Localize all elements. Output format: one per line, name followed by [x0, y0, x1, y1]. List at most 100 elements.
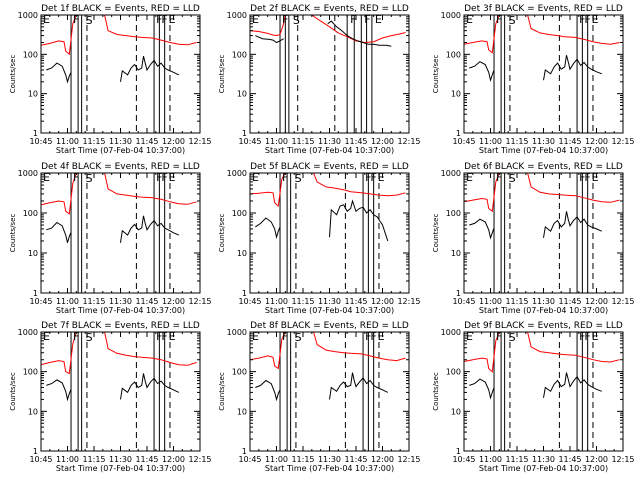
series-group	[41, 15, 197, 84]
interval-flag-label: S	[293, 14, 300, 27]
y-axis-label: Counts/sec	[218, 214, 226, 253]
series-group	[464, 173, 620, 240]
lld-series-line	[250, 173, 286, 208]
x-tick-label: 12:00	[371, 297, 394, 306]
lld-series-line	[41, 15, 77, 56]
x-tick-label: 11:45	[135, 297, 158, 306]
panel-title: Det 7f BLACK = Events, RED = LLD	[41, 321, 200, 331]
panel-det-4: Det 4f BLACK = Events, RED = LLD 1 10 100 10…	[9, 162, 212, 315]
lld-series-line	[527, 15, 620, 45]
interval-flag-label: F	[579, 330, 585, 343]
interval-flag-label: F	[579, 13, 585, 26]
interval-flag-label: F	[370, 330, 376, 343]
interval-flag-label: F	[156, 330, 162, 343]
x-tick-label: 12:15	[611, 137, 634, 146]
events-series-line	[120, 215, 179, 243]
series-group	[250, 332, 406, 402]
y-tick-label: 1000	[18, 169, 38, 178]
interval-flag-label: F	[161, 13, 167, 26]
events-series-line	[120, 55, 180, 82]
events-series-line	[255, 35, 284, 44]
x-tick-label: 11:15	[291, 137, 314, 146]
lld-series-line	[527, 173, 620, 203]
y-tick-label: 100	[232, 368, 247, 377]
x-axis-label: Start Time (07-Feb-04 10:37:00)	[479, 306, 608, 315]
lld-series-line	[464, 173, 500, 213]
y-tick-label: 1000	[18, 328, 38, 337]
x-tick-label: 10:45	[238, 137, 261, 146]
x-tick-label: 12:15	[611, 455, 634, 464]
x-tick-label: 12:15	[188, 137, 211, 146]
interval-flag-label: E	[592, 13, 599, 26]
y-axis-label: Counts/sec	[432, 214, 440, 253]
y-tick-label: 1	[242, 129, 247, 138]
y-axis-label: Counts/sec	[432, 372, 440, 411]
y-tick-label: 1	[33, 129, 38, 138]
x-tick-label: 12:00	[585, 455, 608, 464]
x-axis-label: Start Time (07-Feb-04 10:37:00)	[479, 146, 608, 155]
events-series-line	[120, 373, 180, 400]
x-tick-label: 12:00	[585, 297, 608, 306]
x-tick-label: 11:15	[505, 297, 528, 306]
x-axis-label: Start Time (07-Feb-04 10:37:00)	[56, 306, 185, 315]
x-tick-label: 11:15	[291, 455, 314, 464]
interval-flag-label: E	[378, 171, 385, 184]
panel-det-3: Det 3f BLACK = Events, RED = LLD 1 10 100 10…	[432, 4, 635, 155]
interval-flag-label: S	[295, 172, 302, 185]
interval-flag-label: F	[496, 13, 502, 26]
panel-det-2: Det 2f BLACK = Events, RED = LLD 1 10 100 10…	[218, 4, 421, 155]
y-tick-label: 1000	[18, 11, 38, 20]
interval-flag-label: E	[252, 13, 259, 26]
panel-title: Det 2f BLACK = Events, RED = LLD	[250, 4, 409, 14]
x-axis-label: Start Time (07-Feb-04 10:37:00)	[265, 306, 394, 315]
interval-flag-label: F	[73, 330, 79, 343]
y-axis-label: Counts/sec	[9, 55, 17, 94]
interval-flag-label: E	[466, 171, 473, 184]
x-tick-label: 11:00	[56, 137, 79, 146]
interval-flag-label: F	[282, 171, 288, 184]
y-tick-label: 1	[33, 289, 38, 298]
x-tick-label: 10:45	[29, 297, 52, 306]
events-series-line	[543, 55, 602, 81]
events-series-line	[543, 211, 602, 238]
events-series-line	[329, 199, 389, 242]
interval-flag-label: F	[364, 13, 370, 26]
interval-flag-label: E	[43, 171, 50, 184]
x-tick-label: 10:45	[452, 455, 475, 464]
y-tick-label: 10	[237, 90, 247, 99]
y-tick-label: 100	[446, 50, 461, 59]
x-tick-label: 10:45	[238, 297, 261, 306]
interval-flag-label: E	[378, 330, 385, 343]
x-tick-label: 12:00	[162, 297, 185, 306]
x-tick-label: 11:30	[532, 455, 555, 464]
x-tick-label: 11:45	[558, 137, 581, 146]
interval-flag-label: F	[584, 13, 590, 26]
x-tick-label: 11:45	[558, 297, 581, 306]
y-tick-label: 1000	[227, 169, 247, 178]
interval-flag-label: F	[282, 13, 288, 26]
y-tick-label: 100	[446, 209, 461, 218]
interval-flag-label: F	[156, 13, 162, 26]
interval-flag-label: F	[496, 171, 502, 184]
panel-det-1: Det 1f BLACK = Events, RED = LLD 1 10 100 10…	[9, 4, 212, 155]
y-tick-label: 10	[237, 249, 247, 258]
events-series-line	[255, 379, 281, 402]
x-tick-label: 11:30	[109, 297, 132, 306]
x-axis-label: Start Time (07-Feb-04 10:37:00)	[56, 464, 185, 473]
x-tick-label: 11:00	[56, 455, 79, 464]
x-tick-label: 11:30	[318, 297, 341, 306]
y-axis-label: Counts/sec	[9, 214, 17, 253]
interval-flag-label: E	[252, 330, 259, 343]
y-tick-label: 1	[33, 447, 38, 456]
interval-flag-label: F	[579, 171, 585, 184]
y-tick-label: 10	[237, 407, 247, 416]
x-axis-label: Start Time (07-Feb-04 10:37:00)	[265, 146, 394, 155]
panel-title: Det 8f BLACK = Events, RED = LLD	[250, 321, 409, 331]
y-tick-label: 1000	[441, 169, 461, 178]
panel-title: Det 3f BLACK = Events, RED = LLD	[464, 4, 623, 14]
lld-series-line	[311, 15, 406, 44]
lld-series-line	[41, 332, 77, 375]
plot-frame	[463, 172, 624, 294]
x-tick-label: 12:00	[585, 137, 608, 146]
x-tick-label: 12:15	[397, 137, 420, 146]
